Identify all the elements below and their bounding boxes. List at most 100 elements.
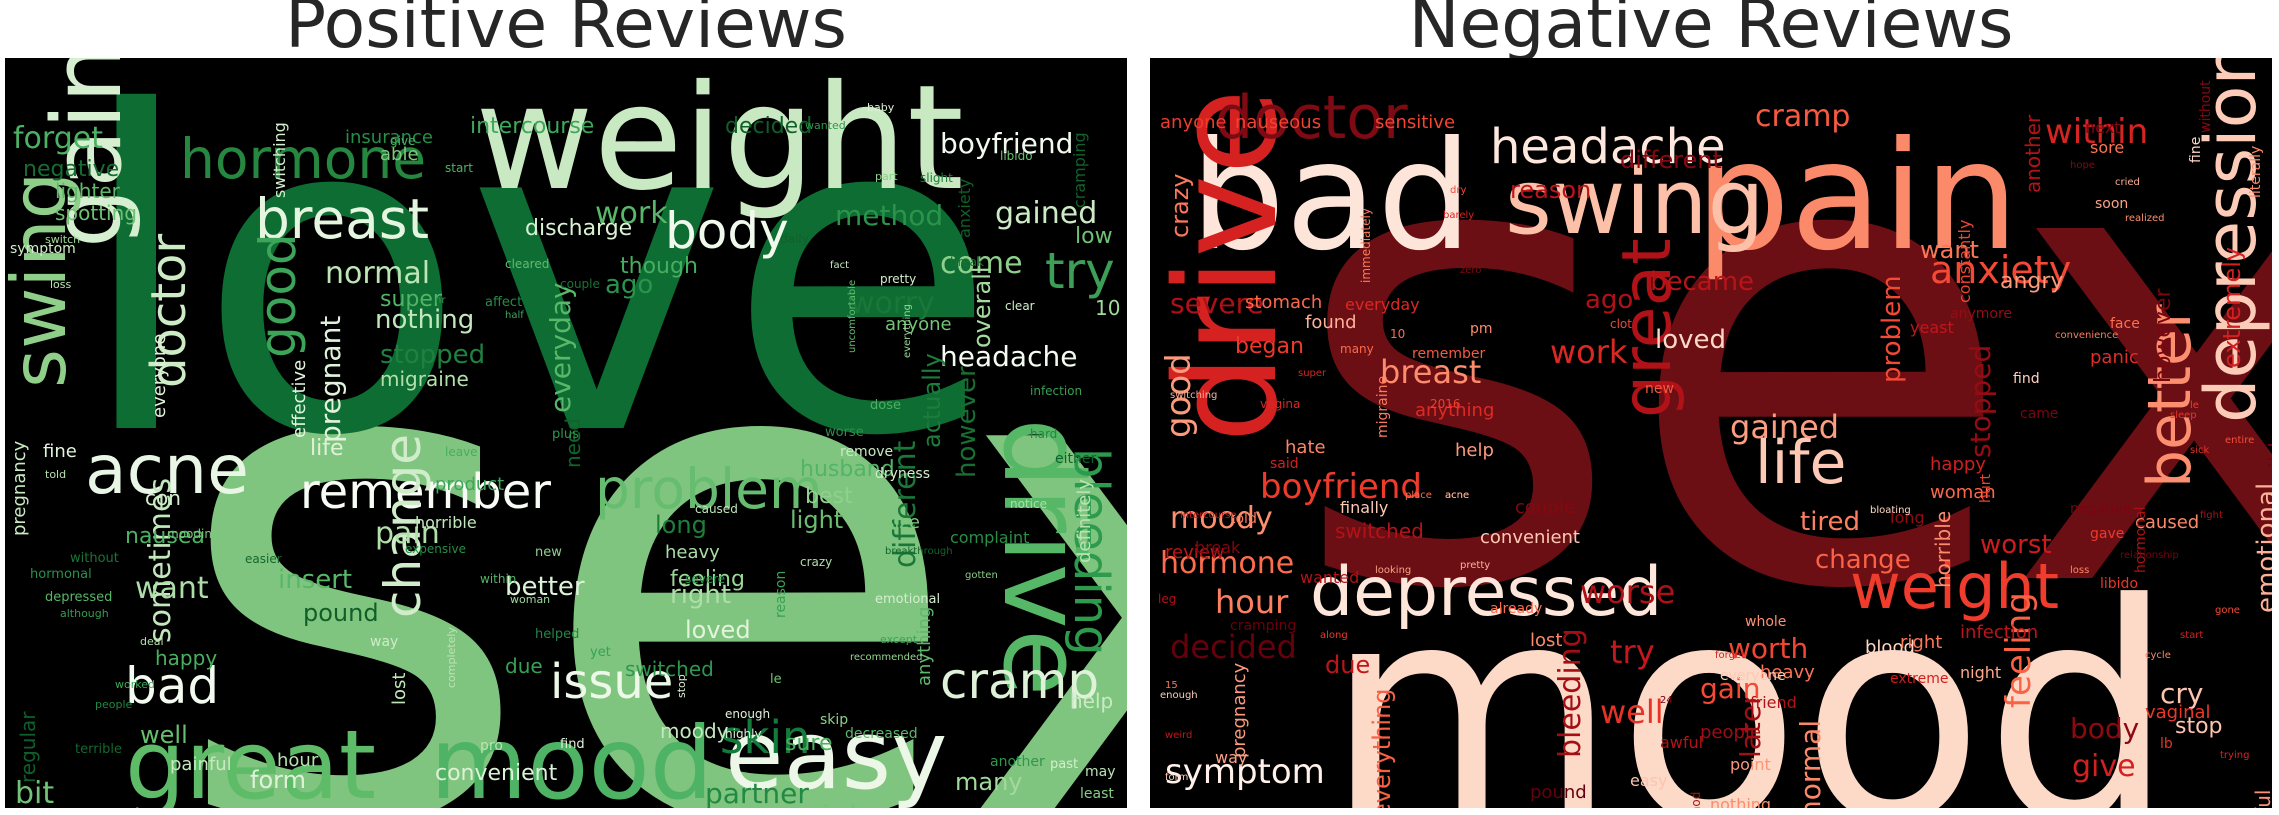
word-everyday: everyday	[1345, 295, 1420, 314]
word-people: people	[1700, 722, 1761, 743]
word-pretty: pretty	[880, 272, 916, 286]
word-sex: sex	[1290, 58, 2272, 729]
word-come: come	[940, 246, 1023, 281]
word-within: within	[2045, 112, 2148, 152]
word-forget: forget	[13, 121, 103, 156]
word-moody: moody	[1170, 501, 1273, 536]
word-anymore: anymore	[1950, 306, 2012, 322]
word-told: told	[1230, 511, 1257, 527]
word-partner: partner	[705, 777, 809, 808]
word-dry: dry	[1450, 185, 1466, 196]
word-drive: drive	[1150, 89, 1309, 443]
word-pro: pro	[480, 738, 503, 754]
negative-word-cloud: sex mood bad pain drive swing depression depres…	[1150, 58, 2272, 808]
word-horrible: horrible	[415, 513, 477, 532]
word-better: better	[505, 572, 585, 602]
word-literally: literally	[2248, 146, 2264, 198]
word-awful: awful	[1660, 733, 1703, 752]
word-cramp: cramp	[940, 652, 1099, 710]
word-find: find	[2013, 371, 2040, 387]
word-woman: woman	[510, 593, 550, 606]
word-sometimes: sometimes	[143, 478, 178, 643]
word-terrible: terrible	[75, 742, 122, 757]
word-definitely: definitely	[1074, 479, 1095, 563]
word-due: due	[1325, 651, 1370, 679]
word-way: way	[1215, 748, 1247, 767]
word-painful: painful	[2251, 790, 2272, 808]
word-right: right	[1900, 632, 1942, 653]
positive-title: Positive Reviews	[285, 0, 847, 64]
word-caused: caused	[2135, 512, 2199, 533]
word-depressed: depressed	[45, 590, 112, 605]
word-vaginal: vaginal	[2145, 702, 2211, 723]
word-gone: gone	[2215, 605, 2240, 616]
word-constantly: constantly	[1955, 220, 1974, 303]
word-blood: blood	[1865, 637, 1915, 658]
word-tired: tired	[1800, 507, 1860, 537]
word-cramp: cramp	[1755, 99, 1850, 134]
word-bleeding: bleeding	[1063, 448, 1119, 656]
word-great: great	[1608, 238, 1687, 418]
word-weight: weight	[475, 58, 964, 223]
word-worse: worse	[825, 425, 864, 440]
word-try: try	[1045, 242, 1115, 300]
word-complaint: complaint	[950, 528, 1029, 547]
word-form: form	[1165, 772, 1188, 783]
word-point: point	[1730, 755, 1771, 774]
word-switching: switching	[270, 122, 289, 198]
word-libido: libido	[1000, 149, 1033, 163]
word-migraine: migraine	[1375, 376, 1391, 438]
word-better: better	[2135, 304, 2205, 488]
word-insurance: insurance	[345, 127, 433, 148]
word-enough: enough	[1160, 690, 1198, 701]
word-already: already	[1490, 601, 1542, 617]
word-happy: happy	[155, 646, 217, 670]
word-next: next	[2085, 118, 2120, 137]
word-stop: stop	[2175, 714, 2223, 739]
word-anyone: anyone	[885, 314, 952, 335]
word-hope: hope	[2070, 160, 2095, 171]
word-later: later	[1734, 693, 1767, 758]
word-notice: notice	[1010, 497, 1047, 511]
word-nausea: nausea	[125, 524, 205, 549]
word-yeast: yeast	[1910, 318, 1954, 337]
word-switched: switched	[1335, 519, 1424, 543]
word-severe: severe	[685, 572, 725, 586]
word-15: 15	[1165, 680, 1178, 691]
word-clear: clear	[1005, 299, 1035, 313]
word-hormone: hormone	[1160, 546, 1294, 581]
word-new: new	[1645, 381, 1674, 397]
word-acne: acne	[1445, 490, 1469, 501]
word-depressed: depressed	[1310, 553, 1662, 632]
word-hate: hate	[1285, 437, 1326, 458]
word-due: due	[505, 654, 543, 678]
word-without: without	[2198, 80, 2214, 133]
word-leave: leave	[445, 445, 478, 459]
word-weird: weird	[1165, 730, 1192, 741]
word-mood: mood	[1325, 540, 2175, 808]
word-good: good	[1159, 353, 1199, 438]
word-heavy: heavy	[1760, 662, 1815, 683]
word-loved: loved	[685, 616, 751, 644]
word-nauseous: nauseous	[1235, 112, 1321, 133]
word-came: came	[2020, 406, 2059, 422]
word-baby: baby	[867, 101, 895, 114]
word-found: found	[1305, 312, 1357, 333]
word-spotting: spotting	[55, 201, 137, 225]
word-severe: severe	[1170, 287, 1264, 320]
word-worry: worry	[850, 286, 935, 321]
word-hormonal: hormonal	[2133, 507, 2149, 574]
word-switch: switch	[45, 233, 80, 246]
word-vaginal: vaginal	[790, 802, 856, 808]
word-doctor: doctor	[141, 234, 197, 388]
word-body: body	[2070, 712, 2139, 745]
word-good: good	[249, 233, 307, 358]
word-crazy: crazy	[1166, 173, 1194, 238]
word-panic: panic	[2090, 347, 2139, 368]
word-place: place	[1405, 490, 1432, 501]
word-review: review	[1165, 542, 1225, 563]
word-anxiety: anxiety	[1930, 248, 2071, 292]
word-remove: remove	[840, 444, 893, 460]
word-change: change	[1815, 545, 1911, 575]
